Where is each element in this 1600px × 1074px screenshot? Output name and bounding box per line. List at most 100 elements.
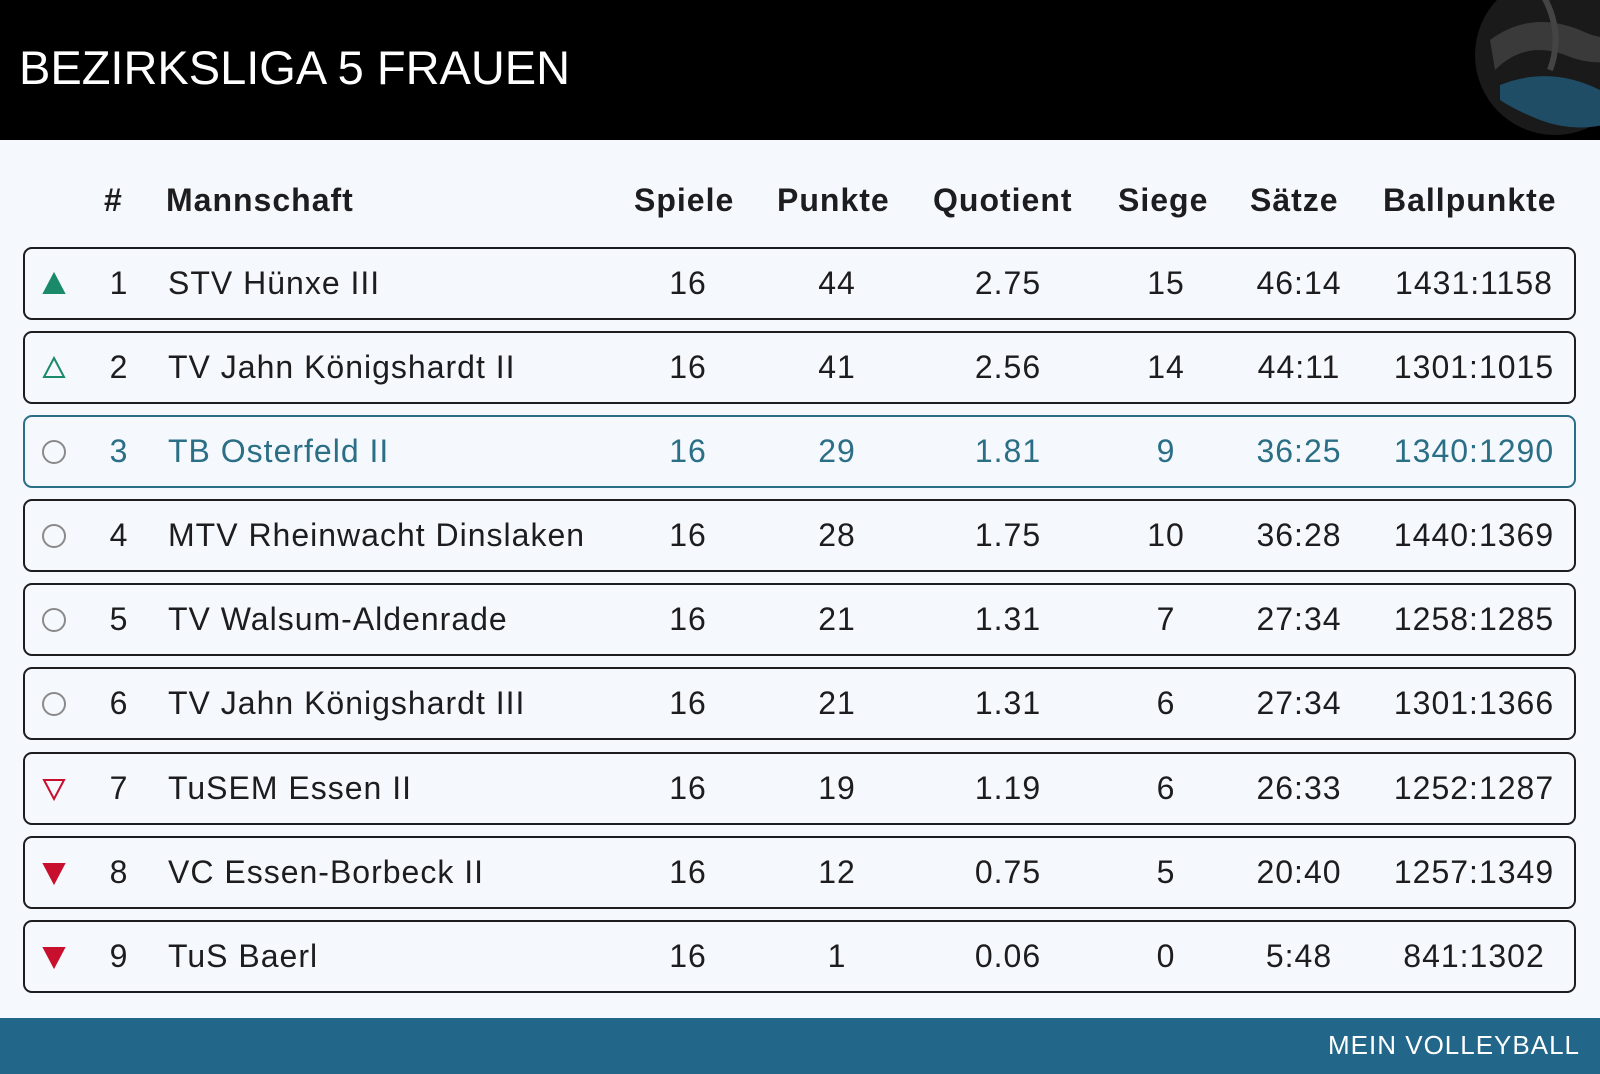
cell-games: 16 xyxy=(669,433,707,469)
cell-points: 12 xyxy=(818,854,856,890)
table-row[interactable]: 5 TV Walsum-Aldenrade 16 21 1.31 7 27:34 1258:1… xyxy=(23,583,1576,656)
cell-rank: 4 xyxy=(109,517,129,553)
cell-sets: 20:40 xyxy=(1256,854,1342,890)
cell-wins: 10 xyxy=(1147,517,1185,553)
cell-sets: 36:28 xyxy=(1256,517,1342,553)
footer-bar: MEIN VOLLEYBALL xyxy=(0,1018,1600,1074)
column-header-sets: Sätze xyxy=(1250,182,1339,218)
relegation-filled-triangle-icon xyxy=(41,860,67,886)
cell-points: 19 xyxy=(818,770,856,806)
cell-quotient: 2.75 xyxy=(974,265,1042,301)
cell-games: 16 xyxy=(669,770,707,806)
cell-rank: 8 xyxy=(109,854,129,890)
table-row[interactable]: 2 TV Jahn Königshardt II 16 41 2.56 14 44:11 13… xyxy=(23,331,1576,404)
cell-ballpoints: 1340:1290 xyxy=(1393,433,1555,469)
relegation-filled-triangle-icon xyxy=(41,944,67,970)
cell-quotient: 2.56 xyxy=(974,349,1042,385)
cell-team: TV Jahn Königshardt II xyxy=(168,349,516,385)
footer-brand: MEIN VOLLEYBALL xyxy=(1328,1030,1580,1060)
table-row[interactable]: 7 TuSEM Essen II 16 19 1.19 6 26:33 1252:1287 xyxy=(23,752,1576,825)
cell-wins: 6 xyxy=(1156,770,1176,806)
cell-quotient: 1.31 xyxy=(974,685,1042,721)
cell-team: TuSEM Essen II xyxy=(168,770,412,806)
cell-sets: 26:33 xyxy=(1256,770,1342,806)
cell-ballpoints: 1257:1349 xyxy=(1393,854,1555,890)
column-header-ballpoints: Ballpunkte xyxy=(1383,182,1557,218)
table-row[interactable]: 9 TuS Baerl 16 1 0.06 0 5:48 841:1302 xyxy=(23,920,1576,993)
cell-wins: 14 xyxy=(1147,349,1185,385)
cell-sets: 46:14 xyxy=(1256,265,1342,301)
cell-ballpoints: 1431:1158 xyxy=(1395,265,1553,301)
table-row[interactable]: 8 VC Essen-Borbeck II 16 12 0.75 5 20:40 1257:1… xyxy=(23,836,1576,909)
cell-ballpoints: 1258:1285 xyxy=(1393,601,1555,637)
table-row[interactable]: 6 TV Jahn Königshardt III 16 21 1.31 6 27:34 13… xyxy=(23,667,1576,740)
cell-wins: 5 xyxy=(1156,854,1176,890)
cell-rank: 2 xyxy=(109,349,129,385)
cell-wins: 9 xyxy=(1156,433,1176,469)
cell-rank: 1 xyxy=(109,265,129,301)
column-header-points: Punkte xyxy=(777,182,890,218)
cell-rank: 5 xyxy=(109,601,129,637)
promotion-filled-triangle-icon xyxy=(41,271,67,297)
cell-ballpoints: 1252:1287 xyxy=(1393,770,1555,806)
cell-sets: 44:11 xyxy=(1257,349,1341,385)
cell-ballpoints: 841:1302 xyxy=(1403,938,1545,974)
table-row[interactable]: 1 STV Hünxe III 16 44 2.75 15 46:14 1431:1158 xyxy=(23,247,1576,320)
neutral-circle-icon xyxy=(41,523,67,549)
column-header-wins: Siege xyxy=(1118,182,1209,218)
cell-sets: 27:34 xyxy=(1256,685,1342,721)
cell-wins: 7 xyxy=(1156,601,1176,637)
cell-games: 16 xyxy=(669,265,707,301)
neutral-circle-icon xyxy=(41,691,67,717)
cell-team: TuS Baerl xyxy=(168,938,319,974)
cell-games: 16 xyxy=(669,854,707,890)
cell-wins: 15 xyxy=(1147,265,1185,301)
cell-sets: 5:48 xyxy=(1265,938,1333,974)
cell-games: 16 xyxy=(669,938,707,974)
cell-ballpoints: 1301:1366 xyxy=(1393,685,1555,721)
cell-team: TB Osterfeld II xyxy=(168,433,390,469)
column-header-team: Mannschaft xyxy=(166,182,354,218)
promotion-outline-triangle-icon xyxy=(41,355,67,381)
column-header-quotient: Quotient xyxy=(933,182,1073,218)
table-row[interactable]: 4 MTV Rheinwacht Dinslaken 16 28 1.75 10 36:28… xyxy=(23,499,1576,572)
cell-games: 16 xyxy=(669,349,707,385)
cell-ballpoints: 1301:1015 xyxy=(1393,349,1555,385)
cell-quotient: 1.31 xyxy=(974,601,1042,637)
cell-ballpoints: 1440:1369 xyxy=(1393,517,1555,553)
column-header-rank: # xyxy=(104,182,123,218)
cell-quotient: 0.06 xyxy=(974,938,1042,974)
cell-points: 1 xyxy=(827,938,847,974)
cell-wins: 0 xyxy=(1156,938,1176,974)
cell-points: 28 xyxy=(818,517,856,553)
table-row[interactable]: 3 TB Osterfeld II 16 29 1.81 9 36:25 1340:1290 xyxy=(23,415,1576,488)
cell-rank: 7 xyxy=(109,770,129,806)
cell-quotient: 1.19 xyxy=(974,770,1042,806)
cell-rank: 9 xyxy=(109,938,129,974)
cell-team: MTV Rheinwacht Dinslaken xyxy=(168,517,586,553)
cell-team: TV Walsum-Aldenrade xyxy=(168,601,508,637)
volleyball-icon xyxy=(1475,0,1600,135)
cell-points: 21 xyxy=(818,601,856,637)
neutral-circle-icon xyxy=(41,439,67,465)
cell-rank: 6 xyxy=(109,685,129,721)
cell-quotient: 0.75 xyxy=(974,854,1042,890)
cell-points: 44 xyxy=(818,265,856,301)
cell-quotient: 1.75 xyxy=(974,517,1042,553)
cell-points: 29 xyxy=(818,433,856,469)
cell-team: TV Jahn Königshardt III xyxy=(168,685,526,721)
cell-games: 16 xyxy=(669,685,707,721)
cell-games: 16 xyxy=(669,601,707,637)
neutral-circle-icon xyxy=(41,607,67,633)
cell-sets: 27:34 xyxy=(1256,601,1342,637)
table-header: # Mannschaft Spiele Punkte Quotient Sieg… xyxy=(0,172,1600,232)
cell-team: VC Essen-Borbeck II xyxy=(168,854,484,890)
cell-points: 41 xyxy=(818,349,856,385)
cell-team: STV Hünxe III xyxy=(168,265,381,301)
page-title: BEZIRKSLIGA 5 FRAUEN xyxy=(19,41,571,94)
cell-points: 21 xyxy=(818,685,856,721)
cell-games: 16 xyxy=(669,517,707,553)
cell-rank: 3 xyxy=(109,433,129,469)
relegation-outline-triangle-icon xyxy=(41,776,67,802)
column-header-games: Spiele xyxy=(634,182,735,218)
